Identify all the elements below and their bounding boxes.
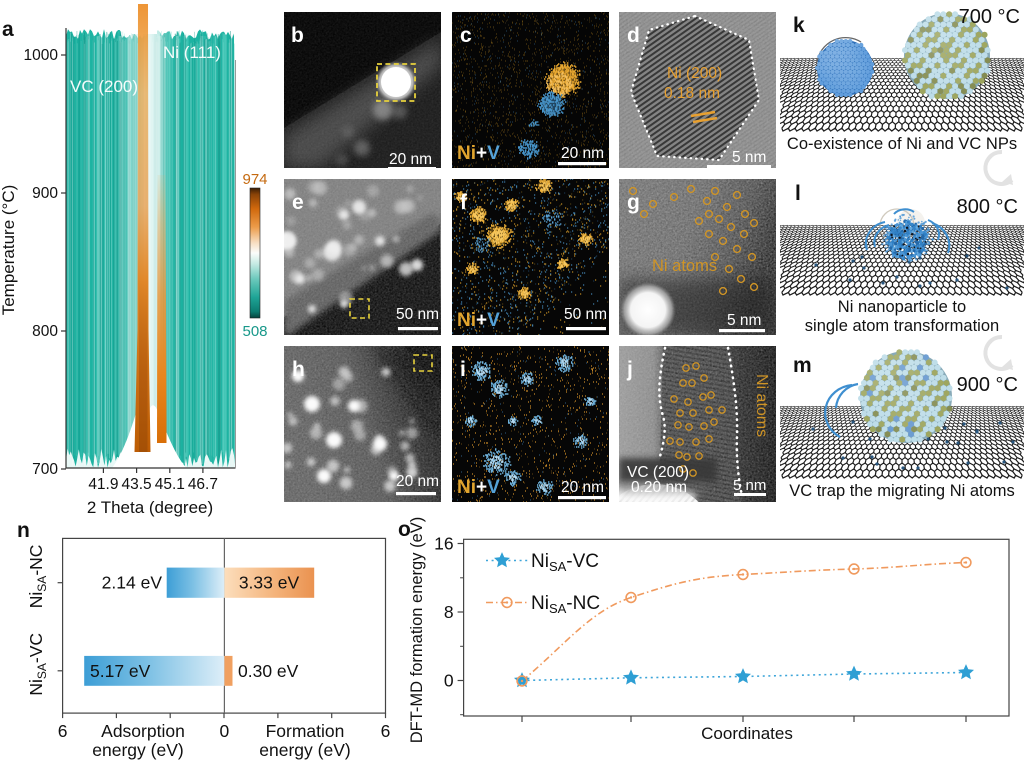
svg-text:5 nm: 5 nm <box>732 149 766 166</box>
svg-text:Ni atoms: Ni atoms <box>652 257 717 275</box>
svg-text:50 nm: 50 nm <box>396 306 439 323</box>
svg-text:Formation: Formation <box>266 721 345 741</box>
svg-text:VC trap the migrating Ni atoms: VC trap the migrating Ni atoms <box>789 482 1015 500</box>
svg-text:2.14 eV: 2.14 eV <box>102 573 163 593</box>
svg-text:0.20 nm: 0.20 nm <box>631 479 687 496</box>
svg-text:c: c <box>460 24 472 47</box>
svg-text:2 Theta (degree): 2 Theta (degree) <box>87 498 213 517</box>
svg-text:974: 974 <box>242 171 267 188</box>
svg-text:NiSA-VC: NiSA-VC <box>531 551 599 574</box>
svg-text:5 nm: 5 nm <box>727 312 761 329</box>
svg-text:800: 800 <box>32 323 58 340</box>
svg-text:j: j <box>626 358 633 381</box>
svg-text:6: 6 <box>381 721 391 741</box>
svg-text:45.1: 45.1 <box>155 476 185 493</box>
svg-text:20 nm: 20 nm <box>396 473 439 490</box>
svg-text:Adsorption: Adsorption <box>101 721 185 741</box>
svg-text:50 nm: 50 nm <box>564 306 607 323</box>
svg-text:l: l <box>795 182 801 205</box>
svg-text:3.33 eV: 3.33 eV <box>239 573 300 593</box>
svg-text:20 nm: 20 nm <box>561 479 604 496</box>
svg-text:508: 508 <box>242 323 267 340</box>
svg-text:a: a <box>2 18 14 41</box>
svg-text:16: 16 <box>434 534 453 554</box>
svg-text:20 nm: 20 nm <box>561 145 604 162</box>
svg-text:0.30 eV: 0.30 eV <box>238 661 299 681</box>
svg-text:f: f <box>460 191 468 214</box>
svg-text:0: 0 <box>444 671 454 691</box>
svg-text:g: g <box>627 191 640 214</box>
svg-text:Ni nanoparticle to: Ni nanoparticle to <box>838 298 966 316</box>
svg-text:Ni+V: Ni+V <box>457 310 500 331</box>
svg-text:Co-existence of Ni and VC NPs: Co-existence of Ni and VC NPs <box>787 135 1017 153</box>
svg-text:single atom transformation: single atom transformation <box>805 317 999 335</box>
svg-text:43.5: 43.5 <box>122 476 152 493</box>
svg-text:d: d <box>627 24 640 47</box>
svg-text:e: e <box>292 191 304 214</box>
svg-text:m: m <box>793 354 812 377</box>
svg-text:VC (200): VC (200) <box>627 464 689 481</box>
svg-text:n: n <box>17 519 30 542</box>
svg-text:Ni atoms: Ni atoms <box>753 374 770 437</box>
svg-text:5 nm: 5 nm <box>733 477 766 494</box>
svg-text:Ni (111): Ni (111) <box>163 43 221 62</box>
svg-text:20 nm: 20 nm <box>389 151 432 168</box>
svg-text:NiSA-NC: NiSA-NC <box>26 545 49 609</box>
svg-text:h: h <box>292 358 305 381</box>
svg-text:700 °C: 700 °C <box>959 6 1020 28</box>
svg-text:Coordinates: Coordinates <box>701 724 793 743</box>
svg-text:700: 700 <box>32 461 58 478</box>
svg-text:800 °C: 800 °C <box>957 196 1018 218</box>
svg-text:Ni+V: Ni+V <box>457 143 500 164</box>
svg-text:Temperature (°C): Temperature (°C) <box>0 185 18 316</box>
svg-text:Ni+V: Ni+V <box>457 477 500 498</box>
svg-text:o: o <box>398 518 411 541</box>
svg-text:k: k <box>793 14 805 37</box>
svg-text:b: b <box>291 24 304 47</box>
svg-text:Ni (200): Ni (200) <box>667 65 722 82</box>
svg-text:5.17 eV: 5.17 eV <box>90 661 151 681</box>
svg-text:900: 900 <box>32 185 58 202</box>
svg-text:8: 8 <box>444 602 454 622</box>
svg-text:0: 0 <box>220 721 230 741</box>
svg-text:1000: 1000 <box>24 47 59 64</box>
svg-text:NiSA-VC: NiSA-VC <box>26 633 49 696</box>
svg-text:energy (eV): energy (eV) <box>259 740 350 760</box>
svg-text:energy (eV): energy (eV) <box>92 740 183 760</box>
svg-text:6: 6 <box>58 721 68 741</box>
svg-text:46.7: 46.7 <box>188 476 218 493</box>
svg-text:DFT-MD formation energy (eV): DFT-MD formation energy (eV) <box>408 517 426 743</box>
svg-text:41.9: 41.9 <box>88 476 118 493</box>
svg-text:VC (200): VC (200) <box>70 77 138 96</box>
svg-text:NiSA-NC: NiSA-NC <box>531 593 600 616</box>
svg-text:900 °C: 900 °C <box>957 374 1018 396</box>
svg-text:i: i <box>460 358 466 381</box>
svg-text:0.18 nm: 0.18 nm <box>664 85 720 102</box>
